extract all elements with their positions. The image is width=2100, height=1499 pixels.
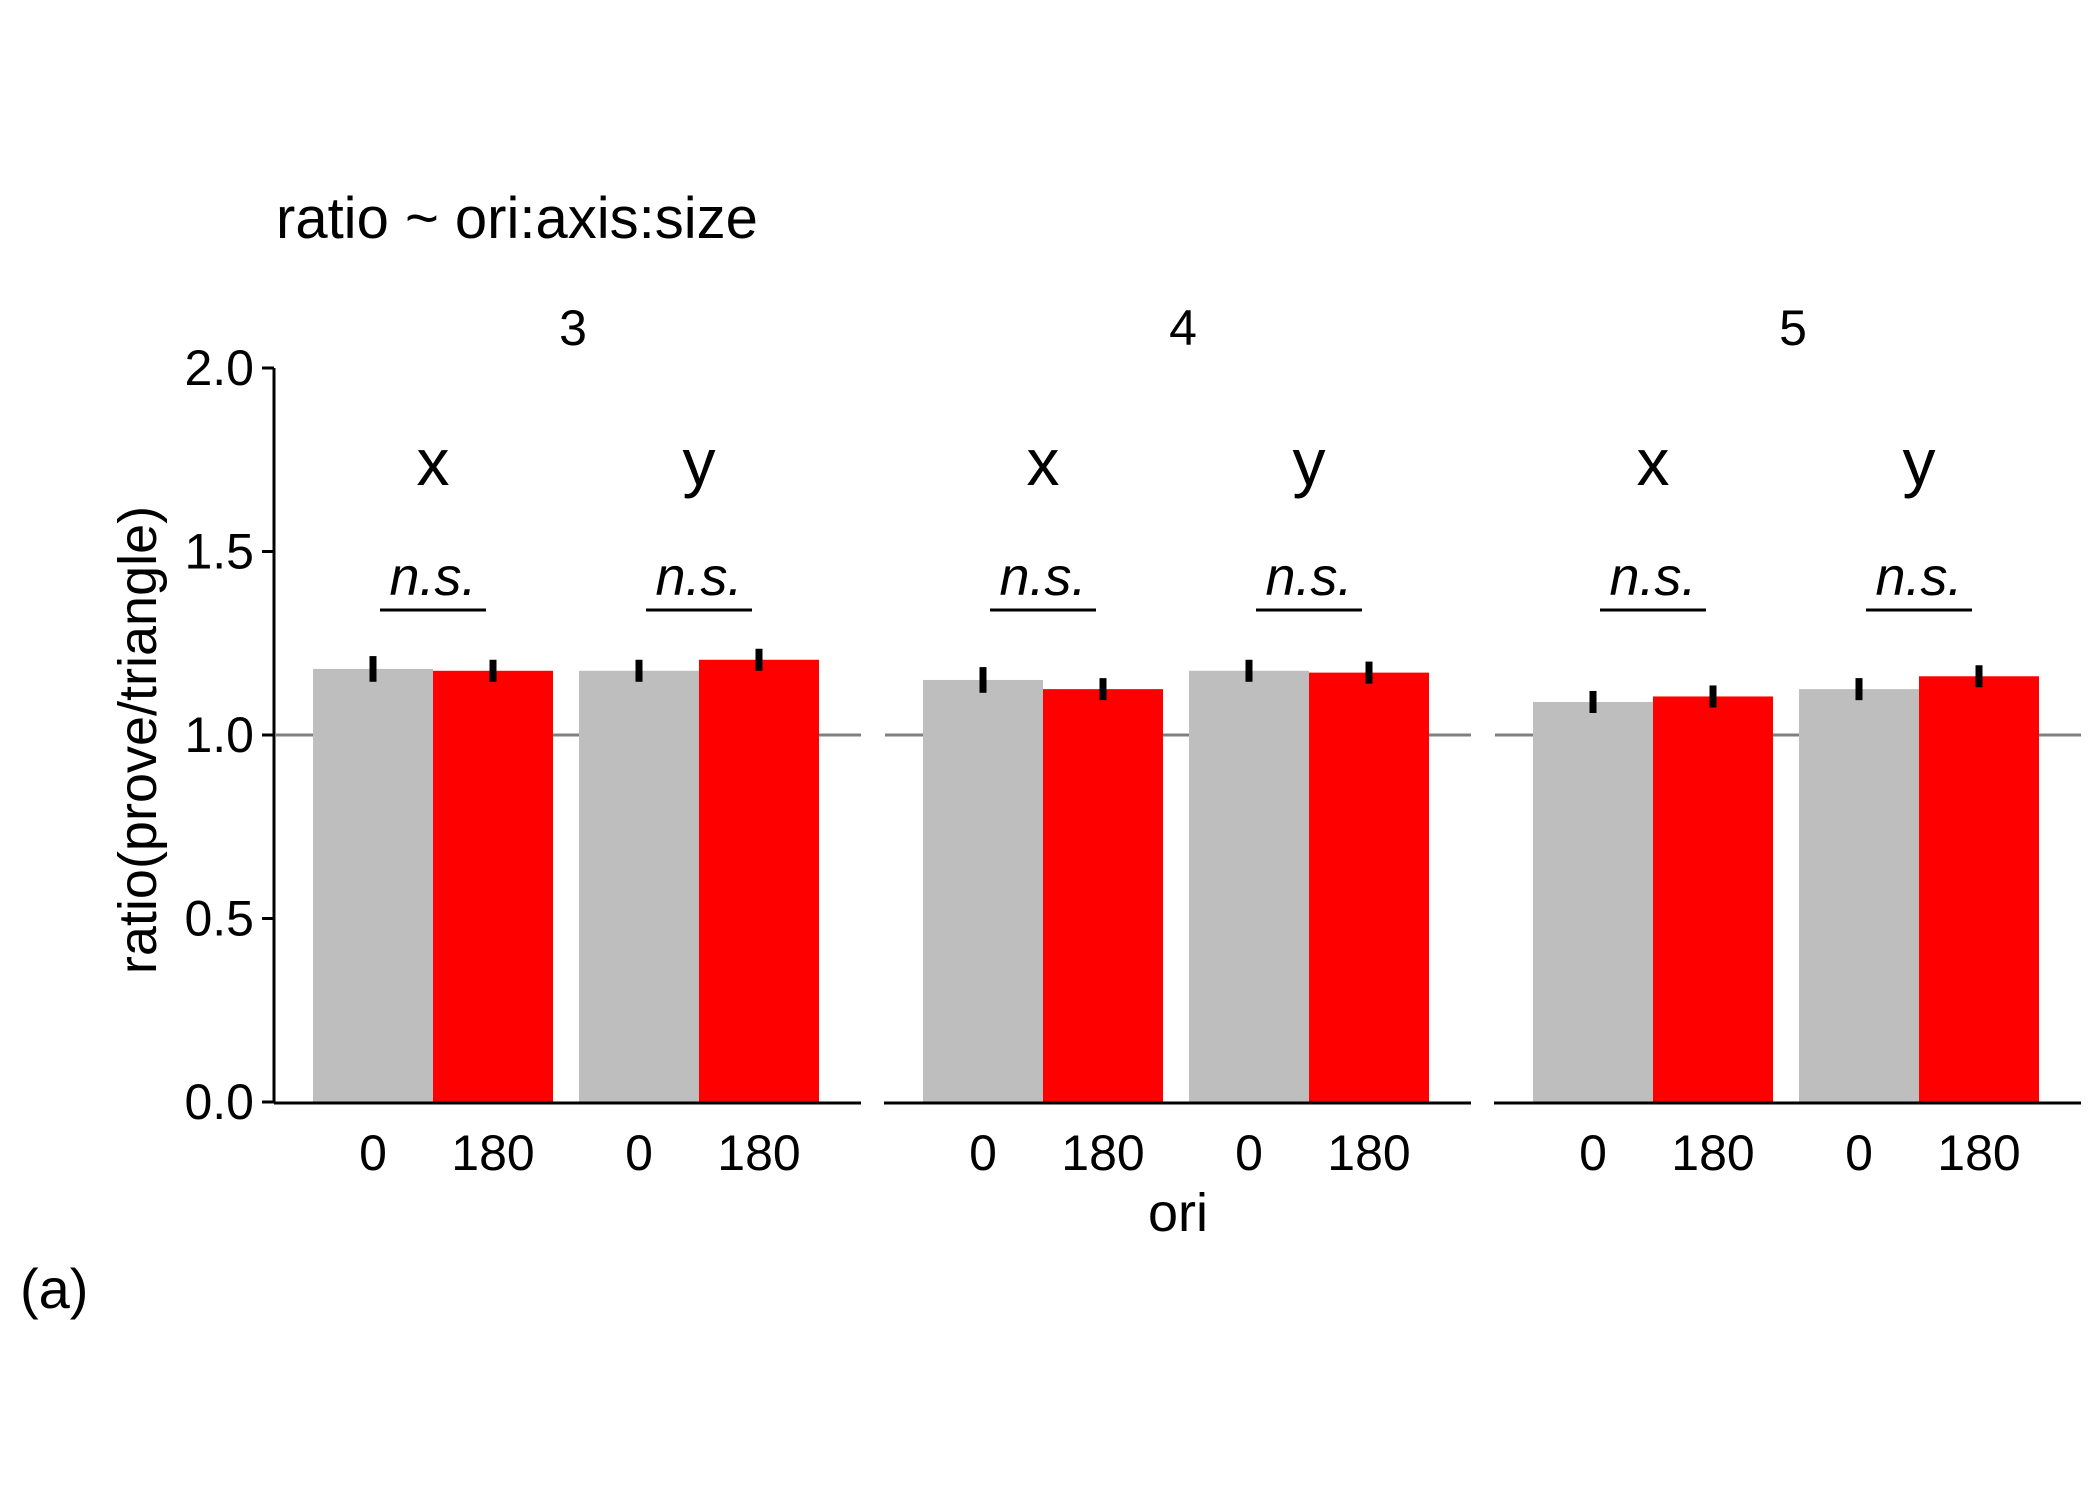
x-tick-label: 0 [969, 1125, 997, 1181]
y-tick-label: 2.0 [184, 340, 254, 396]
facet-label: 5 [1779, 300, 1807, 356]
x-tick-label: 180 [1671, 1125, 1754, 1181]
x-tick-label: 180 [1061, 1125, 1144, 1181]
panel-label: (a) [20, 1257, 88, 1320]
axis-label-y: y [1903, 425, 1936, 499]
chart-title: ratio ~ ori:axis:size [276, 186, 758, 251]
significance-label: n.s. [1265, 547, 1352, 607]
significance-label: n.s. [1609, 547, 1696, 607]
x-tick-label: 180 [1327, 1125, 1410, 1181]
x-tick-label: 0 [359, 1125, 387, 1181]
facet-size-3: 3 0 180 x n.s. 0 180 y n.s. [274, 300, 861, 1181]
x-tick-label: 180 [1937, 1125, 2020, 1181]
y-tick-label: 1.5 [184, 524, 254, 580]
significance-label: n.s. [999, 547, 1086, 607]
bar-ori-0 [923, 679, 1043, 1102]
x-tick-label: 0 [625, 1125, 653, 1181]
facet-size-5: 5 0 180 x n.s. 0 180 y n.s. [1494, 300, 2081, 1181]
y-tick-label: 0.0 [184, 1074, 254, 1130]
x-axis-label: ori [1148, 1183, 1208, 1243]
bar-ori-180 [1309, 672, 1429, 1102]
bar-ori-180 [1919, 676, 2039, 1102]
significance-label: n.s. [1875, 547, 1962, 607]
axis-label-y: y [1293, 425, 1326, 499]
bar-ori-0 [1799, 689, 1919, 1102]
x-tick-label: 0 [1845, 1125, 1873, 1181]
facet-label: 3 [559, 300, 587, 356]
bar-ori-180 [1653, 696, 1773, 1102]
y-tick-label: 1.0 [184, 707, 254, 763]
facets: 3 0 180 x n.s. 0 180 y n.s. 4 0 180 x n.s. 0 180 y n.s. 5 0… [274, 300, 2081, 1181]
bar-ori-0 [313, 668, 433, 1102]
x-tick-label: 180 [451, 1125, 534, 1181]
significance-label: n.s. [389, 547, 476, 607]
x-tick-label: 0 [1579, 1125, 1607, 1181]
axis-label-x: x [1027, 425, 1060, 499]
facet-size-4: 4 0 180 x n.s. 0 180 y n.s. [884, 300, 1471, 1181]
significance-label: n.s. [655, 547, 742, 607]
bar-ori-0 [579, 670, 699, 1102]
y-tick-label: 0.5 [184, 891, 254, 947]
facet-label: 4 [1169, 300, 1197, 356]
bar-ori-180 [433, 670, 553, 1102]
x-tick-label: 180 [717, 1125, 800, 1181]
y-axis: 0.0 0.5 1.0 1.5 2.0 [184, 340, 276, 1130]
y-axis-label: ratio(prove/triangle) [108, 506, 168, 974]
bar-ori-0 [1533, 701, 1653, 1102]
axis-label-y: y [683, 425, 716, 499]
bar-ori-180 [1043, 689, 1163, 1102]
x-tick-label: 0 [1235, 1125, 1263, 1181]
axis-label-x: x [417, 425, 450, 499]
bar-ori-0 [1189, 670, 1309, 1102]
bar-ori-180 [699, 659, 819, 1102]
axis-label-x: x [1637, 425, 1670, 499]
